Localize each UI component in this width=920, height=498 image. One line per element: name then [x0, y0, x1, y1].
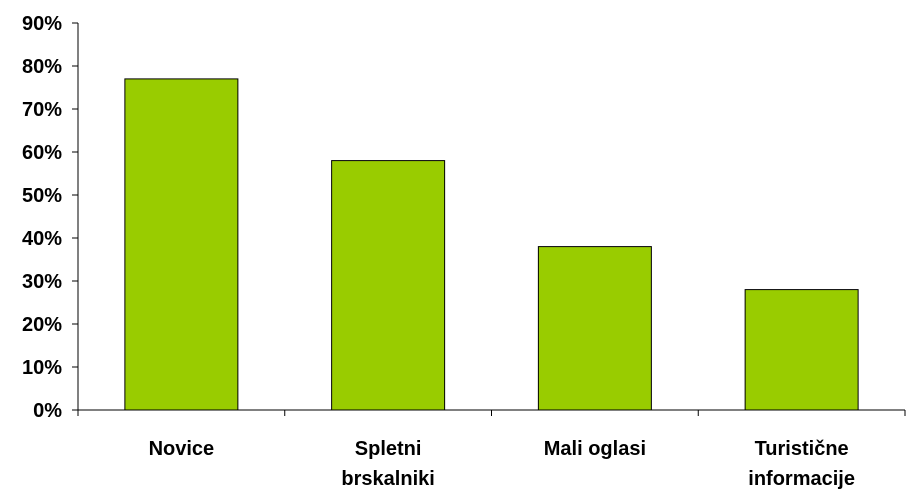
x-category-label: Novice	[149, 438, 215, 460]
bar	[537, 246, 652, 411]
y-tick-label: 70%	[22, 99, 62, 121]
x-category-label-line: Novice	[149, 438, 215, 460]
x-category-label: Turistične informacije	[748, 438, 855, 490]
x-axis: Novice Spletni brskalniki Mali oglasi Turist…	[77, 409, 906, 490]
x-category-label-line: Turistične	[755, 438, 849, 460]
y-tick-label: 20%	[22, 314, 62, 336]
bar	[744, 289, 859, 411]
bar	[331, 160, 446, 411]
y-tick-label: 50%	[22, 185, 62, 207]
y-axis: 0% 10% 20% 30% 40% 50% 60% 70% 80% 90%	[22, 13, 79, 422]
y-tick-label: 60%	[22, 142, 62, 164]
x-category-label: Mali oglasi	[544, 438, 646, 460]
x-category-label-line: Mali oglasi	[544, 438, 646, 460]
y-tick-label: 80%	[22, 56, 62, 78]
x-category-label-line: brskalniki	[341, 468, 434, 490]
bar	[124, 78, 239, 411]
x-category-label-line: Spletni	[355, 438, 422, 460]
x-category-label-line: informacije	[748, 468, 855, 490]
y-tick-label: 30%	[22, 271, 62, 293]
y-tick-label: 0%	[33, 400, 62, 422]
bars	[124, 78, 859, 411]
y-tick-label: 10%	[22, 357, 62, 379]
y-tick-label: 90%	[22, 13, 62, 35]
x-category-label: Spletni brskalniki	[341, 438, 434, 490]
y-tick-label: 40%	[22, 228, 62, 250]
